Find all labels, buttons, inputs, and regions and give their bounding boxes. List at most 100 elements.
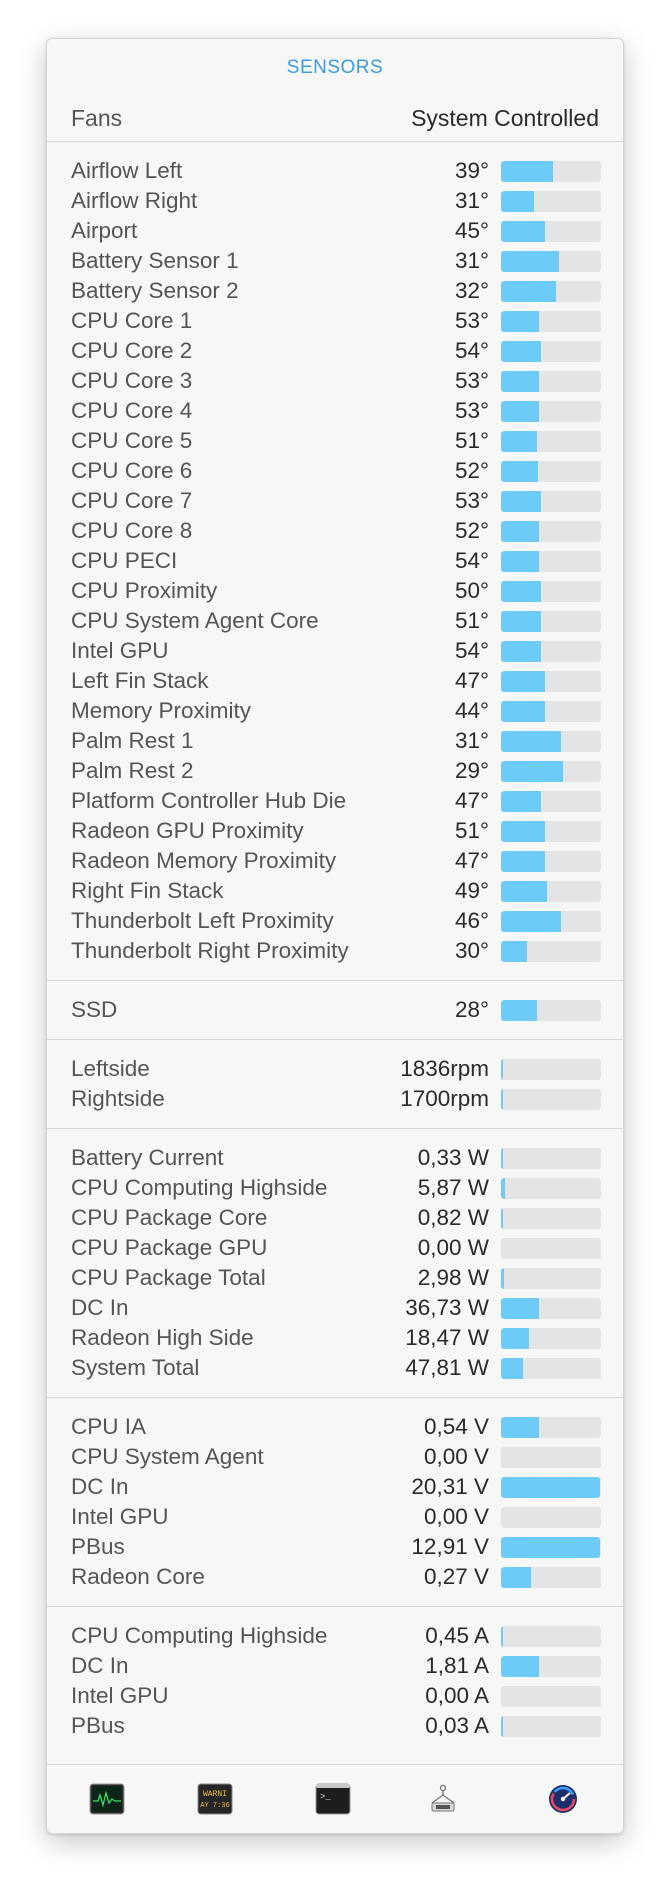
sensor-row[interactable]: CPU Core 3 53° bbox=[47, 366, 623, 396]
sensor-row[interactable]: Right Fin Stack 49° bbox=[47, 876, 623, 906]
sensor-level-fill bbox=[501, 341, 541, 362]
sensor-name: Leftside bbox=[71, 1056, 150, 1081]
sensor-row[interactable]: CPU Proximity 50° bbox=[47, 576, 623, 606]
sensor-level-bar bbox=[501, 1148, 601, 1169]
activity-monitor-button[interactable] bbox=[89, 1783, 125, 1815]
sensor-row[interactable]: DC In 20,31 V bbox=[47, 1472, 623, 1502]
sensor-row[interactable]: Battery Sensor 1 31° bbox=[47, 246, 623, 276]
sensor-value: 0,00 V bbox=[423, 1444, 489, 1469]
sensor-row[interactable]: Battery Current 0,33 W bbox=[47, 1143, 623, 1173]
sensor-value: 5,87 W bbox=[417, 1175, 489, 1200]
sensor-row[interactable]: CPU Core 5 51° bbox=[47, 426, 623, 456]
sensor-row[interactable]: Left Fin Stack 47° bbox=[47, 666, 623, 696]
sensor-level-bar bbox=[501, 1567, 601, 1588]
sensor-name: CPU Core 2 bbox=[71, 338, 193, 363]
sensor-level-bar bbox=[501, 1089, 601, 1110]
sensor-value: 0,00 A bbox=[425, 1683, 489, 1708]
sensor-level-bar bbox=[501, 461, 601, 482]
sensor-name: CPU Core 4 bbox=[71, 398, 193, 423]
system-information-button[interactable] bbox=[425, 1783, 461, 1815]
sensor-row[interactable]: CPU System Agent 0,00 V bbox=[47, 1442, 623, 1472]
sensor-value: 51° bbox=[454, 428, 489, 453]
sensor-row[interactable]: Rightside 1700rpm bbox=[47, 1084, 623, 1114]
istat-menus-button[interactable] bbox=[545, 1783, 581, 1815]
sensor-row[interactable]: CPU Core 1 53° bbox=[47, 306, 623, 336]
sensor-row[interactable]: Platform Controller Hub Die 47° bbox=[47, 786, 623, 816]
sensor-level-bar bbox=[501, 1178, 601, 1199]
sensor-row[interactable]: CPU Core 6 52° bbox=[47, 456, 623, 486]
sensor-row[interactable]: CPU Package Core 0,82 W bbox=[47, 1203, 623, 1233]
sensor-row[interactable]: Airflow Right 31° bbox=[47, 186, 623, 216]
sensor-value: 0,45 A bbox=[425, 1623, 489, 1648]
sensor-level-fill bbox=[501, 521, 539, 542]
sensor-level-fill bbox=[501, 1716, 503, 1737]
sensor-row[interactable]: CPU Package GPU 0,00 W bbox=[47, 1233, 623, 1263]
fans-mode-value[interactable]: System Controlled bbox=[411, 104, 599, 131]
sensor-row[interactable]: PBus 0,03 A bbox=[47, 1711, 623, 1741]
sensor-row[interactable]: Palm Rest 2 29° bbox=[47, 756, 623, 786]
sensor-row[interactable]: CPU Core 8 52° bbox=[47, 516, 623, 546]
sensor-row[interactable]: System Total 47,81 W bbox=[47, 1353, 623, 1383]
sensor-level-fill bbox=[501, 461, 538, 482]
sensor-value: 2,98 W bbox=[417, 1265, 489, 1290]
sensor-value: 0,03 A bbox=[425, 1713, 489, 1738]
sensor-row[interactable]: Radeon High Side 18,47 W bbox=[47, 1323, 623, 1353]
sensor-name: CPU Core 6 bbox=[71, 458, 193, 483]
sensor-level-bar bbox=[501, 701, 601, 722]
sensor-row[interactable]: CPU PECI 54° bbox=[47, 546, 623, 576]
section-divider bbox=[47, 1128, 623, 1129]
sensor-level-fill bbox=[501, 491, 541, 512]
sensor-level-bar bbox=[501, 911, 601, 932]
sensor-row[interactable]: DC In 1,81 A bbox=[47, 1651, 623, 1681]
sensor-row[interactable]: CPU System Agent Core 51° bbox=[47, 606, 623, 636]
sensor-row[interactable]: Thunderbolt Right Proximity 30° bbox=[47, 936, 623, 966]
sensor-row[interactable]: PBus 12,91 V bbox=[47, 1532, 623, 1562]
sensor-level-bar bbox=[501, 1537, 601, 1558]
sensor-row[interactable]: Airflow Left 39° bbox=[47, 156, 623, 186]
console-button[interactable]: WARNI AY 7:36 bbox=[197, 1783, 233, 1815]
sensor-row[interactable]: CPU Computing Highside 5,87 W bbox=[47, 1173, 623, 1203]
sensor-level-fill bbox=[501, 821, 545, 842]
section-divider bbox=[47, 1606, 623, 1607]
sensor-row[interactable]: Intel GPU 54° bbox=[47, 636, 623, 666]
sensor-row[interactable]: Radeon GPU Proximity 51° bbox=[47, 816, 623, 846]
sensor-row[interactable]: Intel GPU 0,00 A bbox=[47, 1681, 623, 1711]
sensor-row[interactable]: DC In 36,73 W bbox=[47, 1293, 623, 1323]
sensor-level-bar bbox=[501, 941, 601, 962]
sensor-value: 47° bbox=[454, 848, 489, 873]
sensor-level-bar bbox=[501, 791, 601, 812]
sensor-name: Battery Sensor 2 bbox=[71, 278, 239, 303]
sensor-value: 0,82 W bbox=[417, 1205, 489, 1230]
sensor-row[interactable]: SSD 28° bbox=[47, 995, 623, 1025]
sensor-name: DC In bbox=[71, 1474, 129, 1499]
sensor-row[interactable]: Thunderbolt Left Proximity 46° bbox=[47, 906, 623, 936]
sensor-level-bar bbox=[501, 611, 601, 632]
sensor-row[interactable]: Radeon Memory Proximity 47° bbox=[47, 846, 623, 876]
terminal-button[interactable]: >_ bbox=[315, 1783, 351, 1815]
sensor-row[interactable]: Airport 45° bbox=[47, 216, 623, 246]
sensor-level-fill bbox=[501, 551, 539, 572]
sensor-row[interactable]: CPU Computing Highside 0,45 A bbox=[47, 1621, 623, 1651]
sensor-level-bar bbox=[501, 1626, 601, 1647]
sensor-row[interactable]: CPU Package Total 2,98 W bbox=[47, 1263, 623, 1293]
sensor-row[interactable]: Leftside 1836rpm bbox=[47, 1054, 623, 1084]
sensor-level-fill bbox=[501, 731, 561, 752]
sensor-level-bar bbox=[501, 1686, 601, 1707]
sensor-value: 0,54 V bbox=[423, 1414, 489, 1439]
sensor-row[interactable]: Radeon Core 0,27 V bbox=[47, 1562, 623, 1592]
sensor-value: 32° bbox=[454, 278, 489, 303]
section-voltage: CPU IA 0,54 V CPU System Agent 0,00 V DC In 2… bbox=[47, 1398, 623, 1606]
sensor-row[interactable]: Battery Sensor 2 32° bbox=[47, 276, 623, 306]
sensor-name: Airflow Right bbox=[71, 188, 198, 213]
sensor-row[interactable]: Memory Proximity 44° bbox=[47, 696, 623, 726]
sensor-row[interactable]: Intel GPU 0,00 V bbox=[47, 1502, 623, 1532]
terminal-icon: >_ bbox=[315, 1783, 351, 1815]
fans-mode-row[interactable]: Fans System Controlled bbox=[47, 95, 623, 141]
sensor-value: 52° bbox=[454, 458, 489, 483]
sensor-name: CPU Core 5 bbox=[71, 428, 193, 453]
sensor-row[interactable]: CPU Core 7 53° bbox=[47, 486, 623, 516]
sensor-row[interactable]: CPU Core 4 53° bbox=[47, 396, 623, 426]
sensor-row[interactable]: CPU IA 0,54 V bbox=[47, 1412, 623, 1442]
sensor-row[interactable]: Palm Rest 1 31° bbox=[47, 726, 623, 756]
sensor-row[interactable]: CPU Core 2 54° bbox=[47, 336, 623, 366]
